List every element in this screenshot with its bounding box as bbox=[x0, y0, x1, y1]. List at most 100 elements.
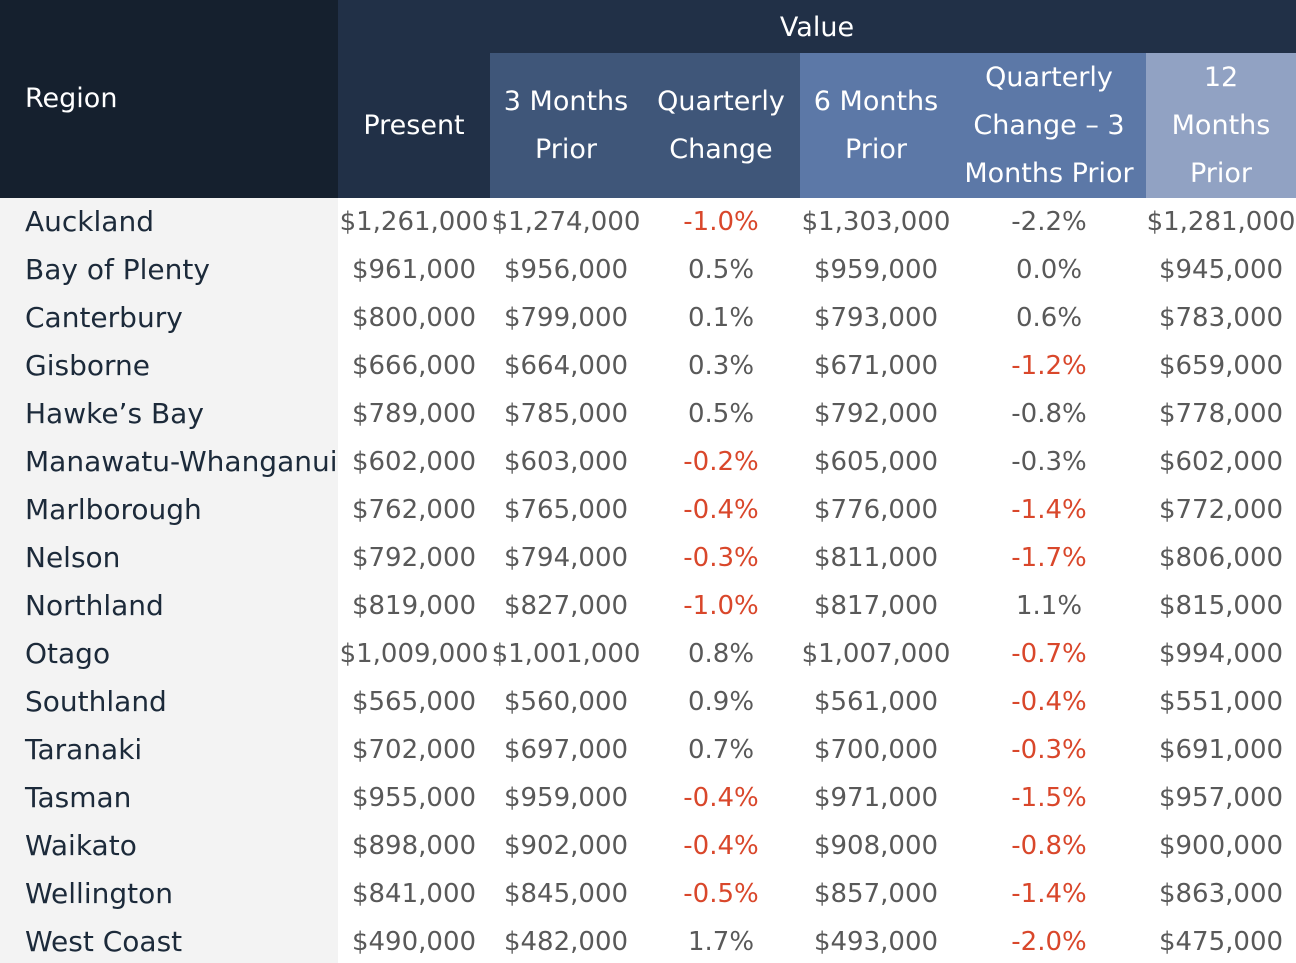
quarterly-change-3m-prior-cell: -0.4% bbox=[1011, 687, 1087, 717]
region-cell: Southland bbox=[25, 685, 167, 718]
header-6m-line-2: Prior bbox=[844, 133, 907, 165]
twelve-months-prior-cell: $602,000 bbox=[1158, 447, 1284, 477]
quarterly-change-3m-prior-cell: -1.2% bbox=[1011, 351, 1087, 381]
quarterly-change-3m-prior-cell: -1.4% bbox=[1011, 495, 1087, 525]
twelve-months-prior-cell: $475,000 bbox=[1158, 927, 1284, 957]
header-qc3-line-2: Change – 3 bbox=[973, 109, 1125, 141]
quarterly-change-cell: -1.0% bbox=[683, 207, 759, 237]
table-row: Otago $1,009,000 $1,001,000 0.8% $1,007,000 -… bbox=[0, 630, 1296, 678]
header-qc-line-1: Quarterly bbox=[657, 85, 785, 117]
header-12m-line-2: Months bbox=[1171, 109, 1271, 141]
header-3m-line-1: 3 Months bbox=[503, 85, 629, 117]
three-months-prior-cell: $902,000 bbox=[503, 831, 629, 861]
six-months-prior-cell: $700,000 bbox=[813, 735, 939, 765]
table-row: Northland $819,000 $827,000 -1.0% $817,000 1.… bbox=[0, 582, 1296, 630]
region-cell: Hawke’s Bay bbox=[25, 397, 204, 430]
six-months-prior-cell: $817,000 bbox=[813, 591, 939, 621]
quarterly-change-cell: -0.3% bbox=[683, 543, 759, 573]
present-cell: $800,000 bbox=[351, 303, 477, 333]
six-months-prior-cell: $605,000 bbox=[813, 447, 939, 477]
region-cell: Marlborough bbox=[25, 493, 202, 526]
quarterly-change-cell: -0.4% bbox=[683, 495, 759, 525]
table-row: Tasman $955,000 $959,000 -0.4% $971,000 -1.5%… bbox=[0, 774, 1296, 822]
twelve-months-prior-cell: $815,000 bbox=[1158, 591, 1284, 621]
header-value-group: Value bbox=[338, 0, 1296, 53]
quarterly-change-cell: -0.4% bbox=[683, 831, 759, 861]
header-quarterly-change: Quarterly Change bbox=[642, 53, 800, 198]
header-3m-line-2: Prior bbox=[534, 133, 597, 165]
present-cell: $702,000 bbox=[351, 735, 477, 765]
twelve-months-prior-cell: $900,000 bbox=[1158, 831, 1284, 861]
header-region: Region bbox=[0, 0, 338, 198]
quarterly-change-cell: -0.2% bbox=[683, 447, 759, 477]
table-body: Auckland $1,261,000 $1,274,000 -1.0% $1,303,… bbox=[0, 198, 1296, 963]
twelve-months-prior-cell: $863,000 bbox=[1158, 879, 1284, 909]
region-cell: Tasman bbox=[25, 781, 132, 814]
table-row: Gisborne $666,000 $664,000 0.3% $671,000 -1.2… bbox=[0, 342, 1296, 390]
quarterly-change-3m-prior-cell: 1.1% bbox=[1015, 591, 1083, 621]
twelve-months-prior-cell: $1,281,000 bbox=[1146, 207, 1296, 237]
six-months-prior-cell: $493,000 bbox=[813, 927, 939, 957]
region-column-background bbox=[0, 198, 338, 963]
present-cell: $762,000 bbox=[351, 495, 477, 525]
six-months-prior-cell: $959,000 bbox=[813, 255, 939, 285]
three-months-prior-cell: $845,000 bbox=[503, 879, 629, 909]
region-cell: Waikato bbox=[25, 829, 137, 862]
twelve-months-prior-cell: $806,000 bbox=[1158, 543, 1284, 573]
present-cell: $666,000 bbox=[351, 351, 477, 381]
header-12m-line-1: 12 bbox=[1203, 61, 1239, 93]
table-row: Auckland $1,261,000 $1,274,000 -1.0% $1,303,… bbox=[0, 198, 1296, 246]
quarterly-change-3m-prior-cell: -0.3% bbox=[1011, 447, 1087, 477]
present-cell: $792,000 bbox=[351, 543, 477, 573]
quarterly-change-cell: -0.4% bbox=[683, 783, 759, 813]
twelve-months-prior-cell: $783,000 bbox=[1158, 303, 1284, 333]
header-6-months-prior: 6 Months Prior bbox=[800, 53, 952, 198]
quarterly-change-cell: 0.5% bbox=[687, 399, 755, 429]
quarterly-change-cell: 0.1% bbox=[687, 303, 755, 333]
three-months-prior-cell: $959,000 bbox=[503, 783, 629, 813]
quarterly-change-cell: 0.8% bbox=[687, 639, 755, 669]
three-months-prior-cell: $765,000 bbox=[503, 495, 629, 525]
present-cell: $819,000 bbox=[351, 591, 477, 621]
quarterly-change-3m-prior-cell: -1.7% bbox=[1011, 543, 1087, 573]
present-cell: $565,000 bbox=[351, 687, 477, 717]
region-cell: Nelson bbox=[25, 541, 121, 574]
three-months-prior-cell: $560,000 bbox=[503, 687, 629, 717]
six-months-prior-cell: $793,000 bbox=[813, 303, 939, 333]
twelve-months-prior-cell: $659,000 bbox=[1158, 351, 1284, 381]
header-present: Present bbox=[338, 53, 490, 198]
header-quarterly-change-3-months-prior: Quarterly Change – 3 Months Prior bbox=[952, 53, 1146, 198]
quarterly-change-cell: -0.5% bbox=[683, 879, 759, 909]
region-cell: Taranaki bbox=[25, 733, 143, 766]
twelve-months-prior-cell: $551,000 bbox=[1158, 687, 1284, 717]
quarterly-change-3m-prior-cell: -2.2% bbox=[1011, 207, 1087, 237]
table-row: Bay of Plenty $961,000 $956,000 0.5% $959,00… bbox=[0, 246, 1296, 294]
table-row: Waikato $898,000 $902,000 -0.4% $908,000 -0.8… bbox=[0, 822, 1296, 870]
header-qc3-line-1: Quarterly bbox=[985, 61, 1113, 93]
region-cell: West Coast bbox=[25, 925, 183, 958]
six-months-prior-cell: $561,000 bbox=[813, 687, 939, 717]
region-cell: Bay of Plenty bbox=[25, 253, 210, 286]
three-months-prior-cell: $482,000 bbox=[503, 927, 629, 957]
twelve-months-prior-cell: $957,000 bbox=[1158, 783, 1284, 813]
table-row: Canterbury $800,000 $799,000 0.1% $793,000 0.… bbox=[0, 294, 1296, 342]
three-months-prior-cell: $794,000 bbox=[503, 543, 629, 573]
quarterly-change-cell: 0.9% bbox=[687, 687, 755, 717]
quarterly-change-cell: 0.7% bbox=[687, 735, 755, 765]
three-months-prior-cell: $603,000 bbox=[503, 447, 629, 477]
three-months-prior-cell: $785,000 bbox=[503, 399, 629, 429]
twelve-months-prior-cell: $772,000 bbox=[1158, 495, 1284, 525]
quarterly-change-cell: 1.7% bbox=[687, 927, 755, 957]
table-row: Southland $565,000 $560,000 0.9% $561,000 -0.… bbox=[0, 678, 1296, 726]
twelve-months-prior-cell: $691,000 bbox=[1158, 735, 1284, 765]
present-cell: $602,000 bbox=[351, 447, 477, 477]
header-qc3-line-3: Months Prior bbox=[964, 157, 1134, 189]
header-qc-line-2: Change bbox=[669, 133, 773, 165]
three-months-prior-cell: $956,000 bbox=[503, 255, 629, 285]
header-12m-line-3: Prior bbox=[1189, 157, 1252, 189]
present-cell: $789,000 bbox=[351, 399, 477, 429]
region-cell: Wellington bbox=[25, 877, 173, 910]
header-3-months-prior: 3 Months Prior bbox=[490, 53, 642, 198]
table-row: Hawke’s Bay $789,000 $785,000 0.5% $792,000 -… bbox=[0, 390, 1296, 438]
table-row: Nelson $792,000 $794,000 -0.3% $811,000 -1.7%… bbox=[0, 534, 1296, 582]
